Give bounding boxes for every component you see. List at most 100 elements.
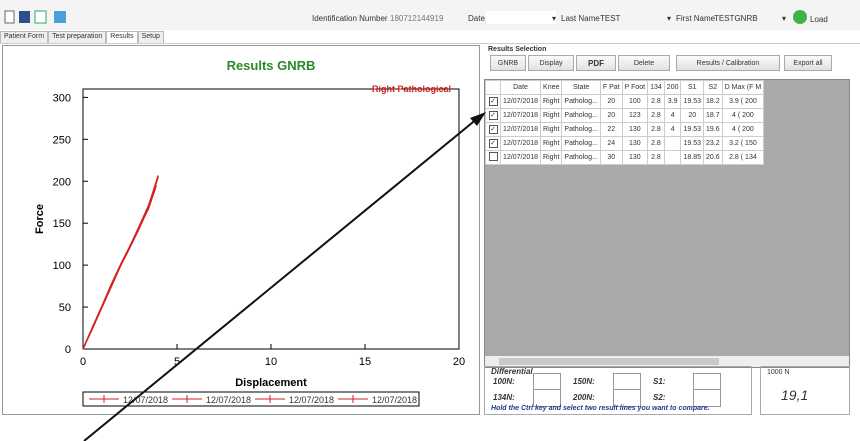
cell: 12/07/2018: [499, 136, 542, 151]
divider: [0, 43, 860, 44]
tab[interactable]: Results: [106, 31, 138, 43]
date-label: Date: [468, 14, 485, 23]
result-row[interactable]: 12/07/2018 Right Patholog... 30 130 2.8 18.85 2…: [485, 150, 765, 165]
first-name[interactable]: TESTGNRB: [714, 14, 758, 23]
field-input[interactable]: [693, 389, 721, 407]
tab[interactable]: Patient Form: [0, 31, 49, 43]
cell: Right: [540, 136, 563, 151]
plot-area: [82, 88, 460, 350]
cell: 30: [599, 150, 623, 165]
y-tick-label: 100: [53, 260, 71, 272]
result-row[interactable]: ✓ 12/07/2018 Right Patholog... 20 123 2.8 4 20 18…: [485, 108, 765, 123]
cell: 2.8: [647, 122, 665, 137]
force-label: 1000 N: [767, 369, 790, 376]
cell: Patholog...: [561, 136, 601, 151]
cell: 19.6: [703, 122, 723, 137]
button[interactable]: Results / Calibration: [676, 55, 780, 71]
toolbar: Identification Number 180712144919 Date …: [0, 0, 860, 30]
header-cell: S1: [680, 80, 705, 95]
y-tick-label: 0: [65, 344, 71, 356]
cell: Patholog...: [561, 108, 601, 123]
cell: Patholog...: [561, 150, 601, 165]
y-tick-label: 200: [53, 176, 71, 188]
cell: 4: [663, 122, 682, 137]
dropdown-arrow: ▾: [782, 14, 787, 23]
checkbox-cell: ✓: [485, 122, 501, 137]
checkbox[interactable]: [488, 152, 498, 161]
field-label: 134N:: [493, 393, 515, 402]
cell: 2.8: [647, 94, 665, 109]
cell: 20: [680, 108, 705, 123]
cell: Patholog...: [561, 122, 601, 137]
checkbox[interactable]: ✓: [488, 111, 498, 120]
legend-label: 12/07/2018: [123, 395, 168, 405]
y-tick-label: 50: [59, 302, 71, 314]
dropdown-arrow: ▾: [552, 14, 557, 23]
x-tick-label: 0: [80, 356, 86, 368]
button[interactable]: GNRB: [490, 55, 526, 71]
cell: Right: [540, 108, 563, 123]
button[interactable]: PDF: [576, 55, 616, 71]
cell: 20: [599, 94, 623, 109]
date-input[interactable]: [486, 11, 556, 24]
checkbox-cell: [485, 150, 501, 165]
cell: 3.9: [663, 94, 682, 109]
differential-panel: Differential 100N: 150N: S1: 134N: 200N: S2: …: [484, 366, 752, 415]
field-input[interactable]: [613, 389, 641, 407]
results-title: Results Selection: [488, 46, 547, 53]
checkbox[interactable]: ✓: [488, 139, 498, 148]
field-label: 200N:: [573, 393, 595, 402]
cell: 2.8 ( 134: [721, 150, 765, 165]
scrollbar[interactable]: [485, 356, 849, 367]
cell: Right: [540, 94, 563, 109]
differential-title: Differential: [491, 367, 533, 376]
header-cell: [485, 80, 501, 95]
header-cell: Date: [499, 80, 542, 95]
id-label: Identification Number: [312, 14, 388, 23]
result-row[interactable]: ✓ 12/07/2018 Right Patholog... 24 130 2.8 19.53…: [485, 136, 765, 151]
button[interactable]: Display: [528, 55, 574, 71]
force-panel: 1000 N 19,1: [760, 366, 850, 415]
result-row[interactable]: ✓ 12/07/2018 Right Patholog... 20 100 2.8 3.9 19…: [485, 94, 765, 109]
header-cell: F Pat: [599, 80, 623, 95]
toolbar-icons[interactable]: [4, 10, 74, 24]
cell: 12/07/2018: [499, 94, 542, 109]
cell: 18.85: [680, 150, 705, 165]
y-axis-label: Force: [34, 204, 46, 234]
load-button[interactable]: Load: [810, 15, 828, 24]
checkbox[interactable]: ✓: [488, 125, 498, 134]
x-tick-label: 20: [453, 356, 465, 368]
header-cell: Knee: [540, 80, 563, 95]
button[interactable]: Delete: [618, 55, 670, 71]
tab[interactable]: Setup: [137, 31, 164, 43]
cell: 100: [621, 94, 649, 109]
cell: 12/07/2018: [499, 122, 542, 137]
tab[interactable]: Test preparation: [48, 31, 107, 43]
cell: 22: [599, 122, 623, 137]
cell: 20: [599, 108, 623, 123]
cell: 19.53: [680, 136, 705, 151]
checkbox-cell: ✓: [485, 136, 501, 151]
results-grid: Date Knee State F Pat P Foot 134 200 S1 S2 D Max …: [484, 79, 850, 368]
legend-label: 12/07/2018: [289, 395, 334, 405]
x-axis-label: Displacement: [235, 377, 307, 389]
checkbox[interactable]: ✓: [488, 97, 498, 106]
field-input[interactable]: [533, 389, 561, 407]
cell: 130: [621, 136, 649, 151]
hint: Hold the Ctrl key and select two result …: [491, 405, 710, 412]
cell: [663, 150, 682, 165]
field-label: S2:: [653, 393, 666, 402]
cell: 2.8: [647, 108, 665, 123]
x-tick-label: 10: [265, 356, 277, 368]
cell: 23.2: [703, 136, 723, 151]
cell: 3.9 ( 200: [721, 94, 765, 109]
chart-title: Results GNRB: [227, 58, 316, 73]
last-name[interactable]: TEST: [600, 14, 621, 23]
cell: Patholog...: [561, 94, 601, 109]
cell: 2.8: [647, 150, 665, 165]
result-row[interactable]: ✓ 12/07/2018 Right Patholog... 22 130 2.8 4 19.5…: [485, 122, 765, 137]
load-icon[interactable]: [793, 10, 807, 24]
button[interactable]: Export all: [784, 55, 832, 71]
